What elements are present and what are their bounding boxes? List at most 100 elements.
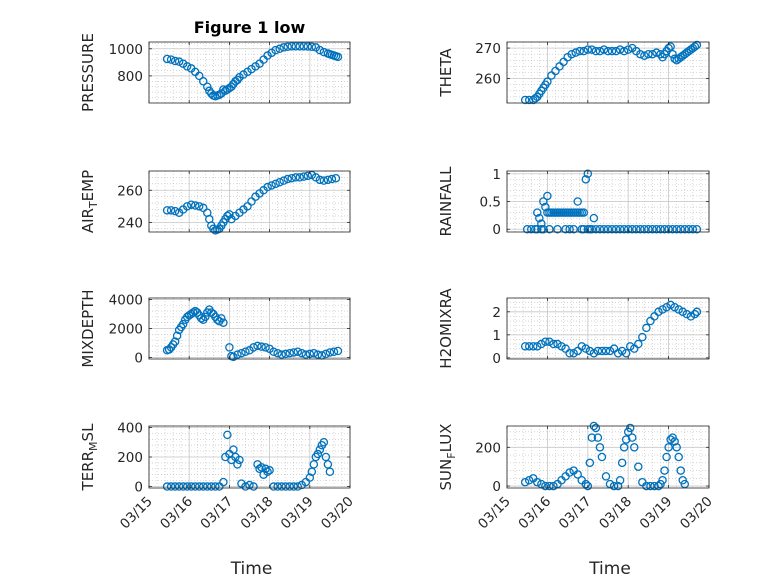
- data-point: [203, 82, 212, 91]
- data-point: [533, 208, 542, 217]
- data-point: [263, 467, 272, 477]
- data-point: [186, 482, 196, 491]
- data-point: [291, 173, 300, 182]
- data-point: [233, 460, 242, 469]
- data-point: [583, 481, 593, 491]
- data-point: [615, 224, 625, 234]
- data-point: [325, 348, 335, 357]
- data-point: [664, 224, 673, 234]
- data-point: [619, 224, 629, 234]
- data-point: [182, 482, 192, 491]
- data-point: [545, 224, 554, 234]
- data-point: [676, 466, 685, 475]
- data-point: [646, 316, 655, 326]
- y-axis-label: RAINFALL: [437, 166, 455, 237]
- series-markers: [162, 430, 335, 491]
- data-point: [541, 202, 550, 212]
- data-point: [549, 481, 558, 491]
- data-point: [333, 52, 343, 62]
- x-tick-label: 03/16: [515, 494, 554, 533]
- data-point: [241, 482, 250, 491]
- data-point: [211, 482, 220, 491]
- data-point: [638, 332, 647, 342]
- data-point: [217, 314, 226, 323]
- data-point: [595, 224, 605, 234]
- y-tick-label: 200: [475, 440, 501, 456]
- data-point: [241, 347, 250, 356]
- data-point: [201, 312, 210, 322]
- data-point: [658, 475, 667, 485]
- x-tick-label: 03/17: [556, 494, 595, 533]
- data-point: [162, 54, 172, 64]
- y-tick-label: 400: [117, 420, 143, 436]
- data-point: [623, 224, 633, 234]
- data-point: [524, 475, 534, 485]
- x-tick-label: 03/19: [637, 494, 676, 533]
- data-point: [573, 470, 582, 479]
- data-point: [257, 463, 266, 472]
- data-point: [627, 224, 637, 234]
- data-point: [245, 480, 254, 490]
- subplot-4: 0 0.5 1 RAINFALL: [437, 166, 710, 238]
- y-axis-label: H2OMIXRA: [437, 288, 455, 369]
- data-point: [623, 45, 633, 54]
- data-point: [520, 477, 530, 487]
- y-tick-label: 1: [492, 167, 501, 183]
- data-point: [593, 433, 603, 442]
- data-point: [591, 423, 601, 433]
- axes-box: [148, 41, 351, 104]
- data-point: [522, 224, 532, 234]
- data-point: [632, 224, 641, 234]
- data-point: [520, 95, 530, 105]
- data-point: [249, 343, 258, 352]
- data-point: [581, 175, 591, 184]
- data-point: [285, 348, 294, 358]
- x-tick-label: 03/18: [596, 494, 635, 533]
- data-point: [249, 482, 258, 491]
- x-tick-label: 03/15: [117, 494, 156, 533]
- data-point: [323, 175, 333, 185]
- data-point: [593, 346, 603, 356]
- y-tick-label: 240: [117, 215, 143, 231]
- data-point: [680, 224, 690, 234]
- data-point: [652, 224, 661, 234]
- data-point: [287, 42, 296, 51]
- subplot-5: 0 2000 4000 MIXDEPTH: [79, 289, 351, 368]
- data-point: [579, 46, 589, 56]
- data-point: [664, 443, 673, 452]
- y-axis-label: MIXDEPTH: [79, 289, 97, 367]
- data-point: [543, 191, 552, 201]
- data-point: [569, 224, 578, 234]
- data-point: [545, 481, 554, 491]
- data-point: [235, 455, 244, 465]
- data-point: [289, 482, 298, 491]
- x-tick-label: 03/17: [197, 494, 236, 533]
- data-point: [225, 210, 234, 219]
- data-point: [269, 347, 278, 356]
- data-point: [164, 345, 174, 354]
- data-point: [307, 42, 317, 51]
- data-point: [619, 46, 629, 56]
- data-point: [607, 46, 617, 56]
- data-point: [648, 224, 657, 234]
- data-point: [271, 45, 280, 55]
- data-point: [194, 202, 204, 211]
- y-tick-label: 270: [475, 41, 501, 57]
- data-point: [229, 445, 238, 454]
- data-point: [197, 314, 206, 323]
- data-point: [309, 460, 319, 469]
- subplot-2: 260 270 THETA: [437, 40, 710, 105]
- data-point: [215, 90, 224, 100]
- data-point: [621, 348, 631, 358]
- y-tick-label: 0: [134, 351, 143, 367]
- data-point: [170, 337, 180, 346]
- data-point: [625, 423, 635, 433]
- data-point: [666, 42, 675, 51]
- series-markers: [520, 421, 690, 491]
- data-point: [283, 174, 292, 184]
- y-tick-label: 2: [492, 305, 501, 321]
- data-point: [293, 482, 302, 491]
- data-point: [646, 481, 655, 491]
- data-point: [166, 55, 176, 64]
- data-point: [273, 348, 282, 358]
